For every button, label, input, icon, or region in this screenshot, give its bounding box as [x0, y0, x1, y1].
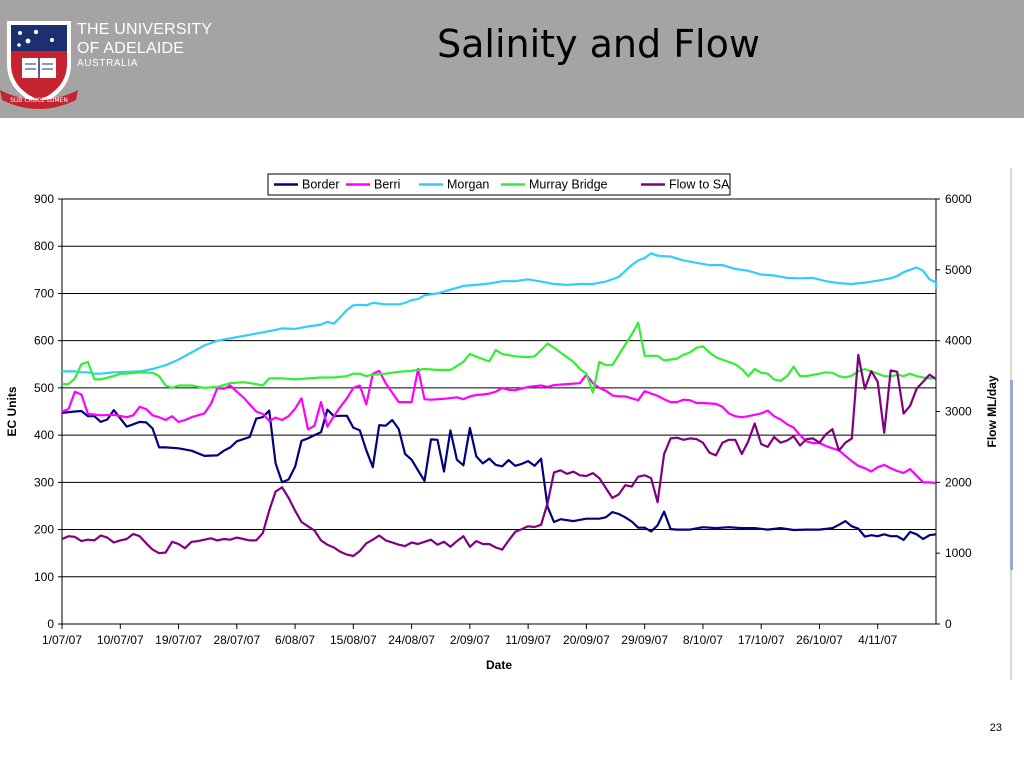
xtick-label-0: 1/07/07: [42, 633, 82, 647]
y2tick-label-6000: 6000: [945, 192, 972, 206]
ytick-label-200: 200: [34, 523, 54, 537]
university-name: THE UNIVERSITY OF ADELAIDE AUSTRALIA: [77, 20, 212, 70]
university-line2: OF ADELAIDE: [77, 40, 185, 57]
ytick-label-400: 400: [34, 428, 54, 442]
y2tick-label-1000: 1000: [945, 546, 972, 560]
y2tick-label-5000: 5000: [945, 263, 972, 277]
x-axis-title: Date: [486, 658, 512, 672]
university-line1: THE UNIVERSITY: [77, 21, 213, 38]
ytick-label-900: 900: [34, 192, 54, 206]
legend-label-0: Border: [302, 178, 340, 192]
xtick-label-6: 24/08/07: [388, 633, 435, 647]
xtick-label-8: 11/09/07: [505, 633, 551, 647]
ytick-label-700: 700: [34, 286, 54, 300]
series-line-berri: [61, 367, 937, 485]
series-line-flow-to-sa: [61, 353, 937, 558]
slide-number: 23: [989, 722, 1002, 734]
ytick-label-800: 800: [34, 239, 54, 253]
university-logo: SUB CRUCE LUMEN: [0, 21, 78, 109]
series-line-morgan: [62, 252, 938, 375]
y2tick-label-0: 0: [945, 617, 952, 631]
xtick-label-12: 17/10/07: [738, 633, 785, 647]
xtick-label-9: 20/09/07: [563, 633, 610, 647]
xtick-label-7: 2/09/07: [450, 633, 490, 647]
frame-edge-accent: [1010, 380, 1013, 570]
y2-axis-title: Flow ML/day: [985, 375, 999, 447]
y2tick-label-2000: 2000: [945, 475, 972, 489]
salinity-flow-chart: 0 100 200 300 400 500 600 700 800 900 0 1000 2000 300…: [5, 173, 999, 672]
xtick-label-2: 19/07/07: [155, 633, 202, 647]
ytick-label-300: 300: [34, 475, 54, 489]
xtick-label-5: 15/08/07: [330, 633, 377, 647]
y2tick-label-3000: 3000: [945, 405, 972, 419]
slide-header: [0, 0, 1024, 118]
ytick-label-100: 100: [34, 570, 54, 584]
y2tick-label-4000: 4000: [945, 334, 972, 348]
series-line-border: [61, 408, 937, 541]
xtick-label-1: 10/07/07: [97, 633, 144, 647]
ytick-label-500: 500: [34, 381, 54, 395]
legend-label-1: Berri: [374, 178, 400, 192]
legend-label-3: Murray Bridge: [529, 178, 608, 192]
motto-text: SUB CRUCE LUMEN: [10, 97, 68, 104]
series-line-murray-bridge: [62, 321, 937, 394]
xtick-label-13: 26/10/07: [796, 633, 843, 647]
university-line3: AUSTRALIA: [77, 58, 138, 69]
y-axis-title: EC Units: [5, 386, 19, 436]
crest-icon: [0, 21, 78, 109]
plot-area: [62, 199, 936, 624]
ytick-label-600: 600: [34, 334, 54, 348]
xtick-label-14: 4/11/07: [858, 633, 897, 647]
xtick-label-10: 29/09/07: [621, 633, 668, 647]
legend-box: [267, 173, 731, 196]
xtick-label-4: 6/08/07: [275, 633, 315, 647]
legend-label-2: Morgan: [447, 178, 489, 192]
ytick-label-0: 0: [47, 617, 54, 631]
legend-label-4: Flow to SA: [669, 178, 730, 192]
slide-title: Salinity and Flow: [437, 22, 760, 66]
xtick-label-3: 28/07/07: [213, 633, 260, 647]
xtick-label-11: 8/10/07: [683, 633, 723, 647]
